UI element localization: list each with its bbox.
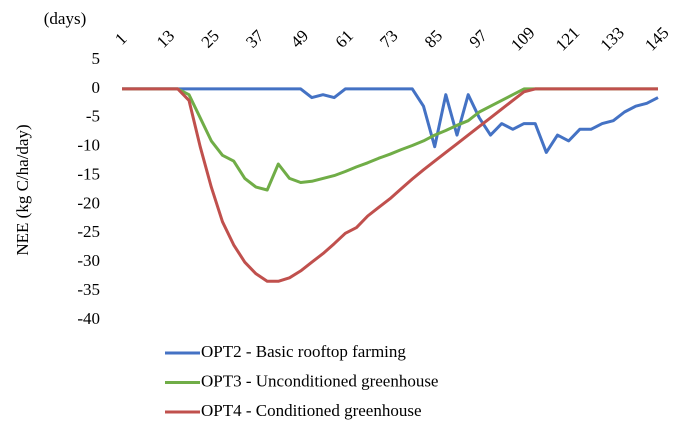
y-tick-label: -10 bbox=[77, 136, 100, 155]
y-axis-label: NEE (kg C/ha/day) bbox=[13, 124, 32, 255]
y-tick-label: 0 bbox=[92, 78, 101, 97]
y-tick-label: -35 bbox=[77, 280, 100, 299]
x-tick-label: 145 bbox=[641, 23, 672, 54]
x-tick-label: 61 bbox=[331, 26, 356, 51]
x-tick-label: 73 bbox=[376, 26, 401, 51]
legend-label: OPT2 - Basic rooftop farming bbox=[201, 342, 406, 361]
legend-label: OPT3 - Unconditioned greenhouse bbox=[201, 371, 438, 390]
y-tick-label: -15 bbox=[77, 164, 100, 183]
x-tick-label: 97 bbox=[465, 26, 491, 52]
y-tick-label: -30 bbox=[77, 251, 100, 270]
x-tick-label: 13 bbox=[153, 26, 178, 51]
x-tick-label: 25 bbox=[197, 26, 222, 51]
y-tick-label: -25 bbox=[77, 222, 100, 241]
x-tick-label: 121 bbox=[552, 23, 583, 54]
legend-label: OPT4 - Conditioned greenhouse bbox=[201, 401, 422, 420]
y-tick-label: 5 bbox=[92, 49, 101, 68]
x-tick-label: 133 bbox=[596, 23, 627, 54]
y-tick-label: -20 bbox=[77, 193, 100, 212]
x-tick-label: 109 bbox=[507, 23, 538, 54]
y-tick-label: -5 bbox=[86, 107, 100, 126]
x-tick-label: 49 bbox=[287, 26, 312, 51]
x-axis-label: (days) bbox=[44, 9, 86, 28]
series-line bbox=[122, 87, 659, 154]
series-line bbox=[122, 87, 658, 192]
x-tick-label: 85 bbox=[421, 26, 446, 51]
x-tick-label: 1 bbox=[111, 29, 130, 48]
x-tick-label: 37 bbox=[242, 26, 268, 52]
y-tick-label: -40 bbox=[77, 309, 100, 328]
series-line bbox=[122, 87, 658, 283]
